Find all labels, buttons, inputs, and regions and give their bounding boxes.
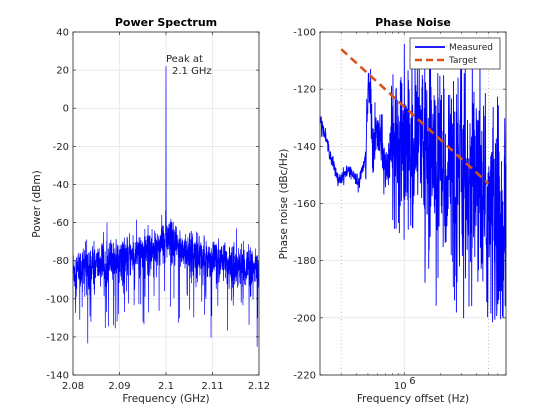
y-tick-label: -80 (53, 256, 69, 267)
legend-target-label: Target (448, 56, 477, 66)
y-tick-label: -100 (293, 28, 316, 39)
y-tick-label: -200 (293, 313, 316, 324)
phase-noise-xlabel: Frequency offset (Hz) (357, 393, 469, 405)
y-tick-label: -140 (293, 142, 316, 153)
measured-phase-noise-line (319, 43, 507, 323)
power-spectrum-axes: 2.08 2.09 2.1 2.11 2.12 -140 -120 -100 -80 -60 -40… (31, 16, 270, 405)
y-tick-label: -60 (53, 218, 69, 229)
x-tick-label: 10 (394, 381, 407, 392)
y-tick-label: -140 (46, 371, 69, 382)
x-tick-label: 2.1 (158, 381, 174, 392)
y-tick-label: 40 (56, 28, 69, 39)
y-tick-label: -160 (293, 199, 316, 210)
power-spectrum-trace (72, 66, 260, 347)
legend-measured-label: Measured (449, 43, 493, 53)
power-spectrum-title: Power Spectrum (115, 16, 217, 29)
peak-annotation-line1: Peak at (166, 54, 203, 65)
phase-noise-ticks: -220 -200 -180 -160 -140 -120 -100 10 6 (293, 28, 507, 392)
y-tick-label: -20 (53, 142, 69, 153)
x-tick-label: 2.11 (201, 381, 223, 392)
phase-noise-title: Phase Noise (375, 16, 451, 29)
y-tick-label: -100 (46, 294, 69, 305)
y-tick-label: -120 (293, 85, 316, 96)
y-tick-label: 20 (56, 66, 69, 77)
x-tick-label: 2.09 (108, 381, 130, 392)
y-tick-label: 0 (63, 104, 69, 115)
target-phase-noise-line (340, 48, 490, 185)
y-tick-label: -220 (293, 371, 316, 382)
y-tick-label: -120 (46, 332, 69, 343)
legend-box (409, 37, 501, 70)
power-spectrum-xlabel: Frequency (GHz) (122, 393, 209, 405)
x-tick-label: 2.12 (248, 381, 270, 392)
y-tick-label: -40 (53, 180, 69, 191)
x-tick-label: 2.08 (62, 381, 84, 392)
phase-noise-ylabel: Phase noise (dBc/Hz) (278, 149, 290, 260)
x-tick-label-exponent: 6 (409, 376, 415, 387)
phase-noise-axes: -220 -200 -180 -160 -140 -120 -100 10 6 Phase No… (278, 16, 507, 405)
power-spectrum-line (72, 66, 260, 347)
peak-annotation-line2: 2.1 GHz (172, 66, 212, 77)
power-spectrum-ticks: 2.08 2.09 2.1 2.11 2.12 -140 -120 -100 -80 -60 -40… (46, 28, 270, 393)
y-tick-label: -180 (293, 256, 316, 267)
phase-noise-legend: Measured Target (409, 37, 501, 70)
phase-noise-traces (319, 43, 507, 323)
power-spectrum-ylabel: Power (dBm) (31, 170, 43, 237)
